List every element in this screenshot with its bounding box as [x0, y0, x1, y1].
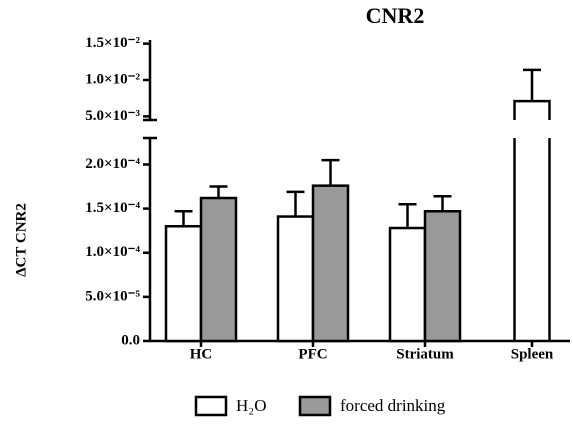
chart-title: CNR2: [366, 3, 425, 28]
error-bar: [286, 190, 305, 217]
legend-label: H₂O: [236, 396, 266, 415]
y-tick-label: 5.0×10⁻⁵: [85, 288, 140, 304]
bar: [513, 138, 551, 341]
y-tick-label: 5.0×10⁻³: [85, 108, 140, 124]
error-bar: [433, 195, 452, 212]
legend-swatch: [194, 395, 228, 417]
y-tick-label: 1.0×10⁻²: [85, 71, 140, 87]
x-tick-label: Striatum: [396, 346, 454, 362]
legend-swatch: [298, 395, 332, 417]
y-tick-label: 1.5×10⁻²: [85, 35, 140, 51]
error-bar: [398, 202, 417, 229]
y-tick-label: 1.5×10⁻⁴: [85, 200, 140, 216]
axis-break: [143, 118, 157, 140]
bar: [388, 226, 427, 343]
bar: [423, 210, 462, 343]
error-bar: [209, 185, 228, 199]
bar: [513, 99, 551, 120]
x-tick-label: Spleen: [511, 346, 554, 362]
bar: [164, 225, 203, 343]
bar: [199, 196, 238, 343]
bar: [311, 184, 350, 343]
y-tick-label: 0.0: [121, 332, 140, 348]
y-tick-label: 2.0×10⁻⁴: [85, 156, 140, 172]
error-bar: [321, 158, 340, 186]
y-axis-label: ΔCT CNR2: [13, 203, 29, 277]
bar: [276, 215, 315, 343]
legend-label: forced drinking: [340, 396, 446, 415]
y-tick-label: 1.0×10⁻⁴: [85, 244, 140, 260]
x-tick-label: PFC: [298, 346, 327, 362]
x-tick-label: HC: [190, 346, 213, 362]
error-bar: [523, 68, 541, 102]
error-bar: [174, 210, 193, 227]
